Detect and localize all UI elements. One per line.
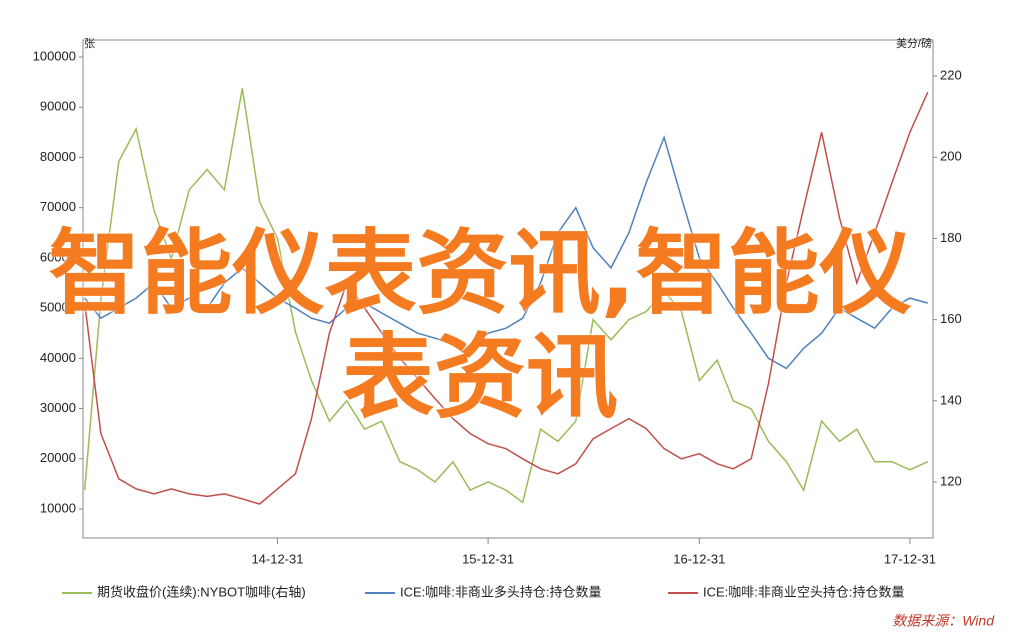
y-tick-label: 40000: [40, 350, 76, 365]
y2-axis-label: 美分/磅: [896, 36, 932, 50]
legend-label: ICE:咖啡:非商业多头持仓:持仓数量: [400, 584, 602, 599]
y2-tick-label: 200: [940, 149, 962, 164]
y-tick-label: 70000: [40, 199, 76, 214]
y-tick-label: 100000: [33, 48, 76, 63]
x-tick-label: 17-12-31: [884, 551, 936, 566]
plot-frame: [82, 39, 934, 539]
y-tick-label: 10000: [40, 500, 76, 515]
y-axis-label: 张: [84, 37, 95, 50]
series-line: [83, 91, 929, 505]
y-tick-label: 90000: [40, 99, 76, 114]
watermark: 智能仪表资讯,智能仪表资讯: [48, 220, 912, 431]
y-tick-label: 60000: [40, 249, 76, 264]
source: 数据来源：Wind: [892, 613, 995, 629]
legend-label: ICE:咖啡:非商业空头持仓:持仓数量: [703, 584, 905, 599]
y2-tick-label: 120: [940, 473, 962, 488]
y2-tick-label: 160: [940, 311, 962, 326]
y2-tick-label: 140: [940, 392, 962, 407]
series-line: [83, 88, 929, 504]
x-tick-label: 14-12-31: [251, 551, 303, 566]
y-tick-label: 20000: [40, 450, 76, 465]
y-tick-label: 80000: [40, 149, 76, 164]
legend-label: 期货收盘价(连续):NYBOT咖啡(右轴): [97, 584, 306, 599]
y2-tick-label: 220: [940, 68, 962, 83]
x-tick-label: 16-12-31: [673, 551, 725, 566]
series-line: [84, 135, 929, 370]
x-tick-label: 15-12-31: [462, 551, 514, 566]
y-tick-label: 50000: [40, 300, 76, 315]
y2-tick-label: 180: [940, 230, 962, 245]
y-tick-label: 30000: [40, 400, 76, 415]
